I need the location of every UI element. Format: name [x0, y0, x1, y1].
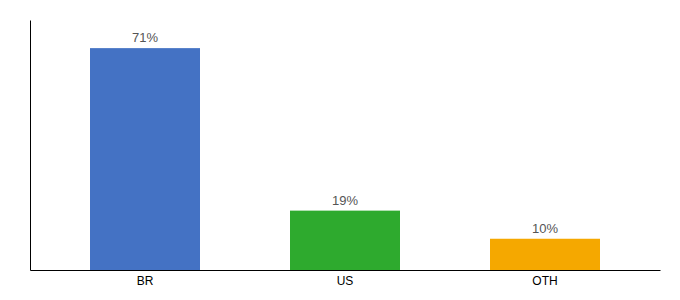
bar	[490, 239, 600, 270]
bar	[290, 211, 400, 270]
data-labels: 71% 19% 10%	[132, 30, 558, 236]
y-axis-line	[30, 21, 31, 271]
bar	[90, 48, 200, 270]
x-tick-label: US	[337, 274, 354, 288]
x-axis: BR US OTH	[31, 270, 661, 288]
y-axis	[30, 21, 31, 271]
data-label: 71%	[132, 30, 158, 45]
x-tick: US	[337, 270, 354, 288]
bars	[90, 48, 600, 270]
x-axis-line	[31, 270, 661, 271]
data-label: 19%	[332, 193, 358, 208]
x-tick: BR	[137, 270, 154, 288]
x-tick-label: BR	[137, 274, 154, 288]
x-tick-label: OTH	[532, 274, 557, 288]
x-tick: OTH	[532, 270, 557, 288]
chart: BR US OTH 71% 19% 10%	[0, 0, 680, 300]
plot: BR US OTH 71% 19% 10%	[31, 21, 661, 288]
data-label: 10%	[532, 221, 558, 236]
